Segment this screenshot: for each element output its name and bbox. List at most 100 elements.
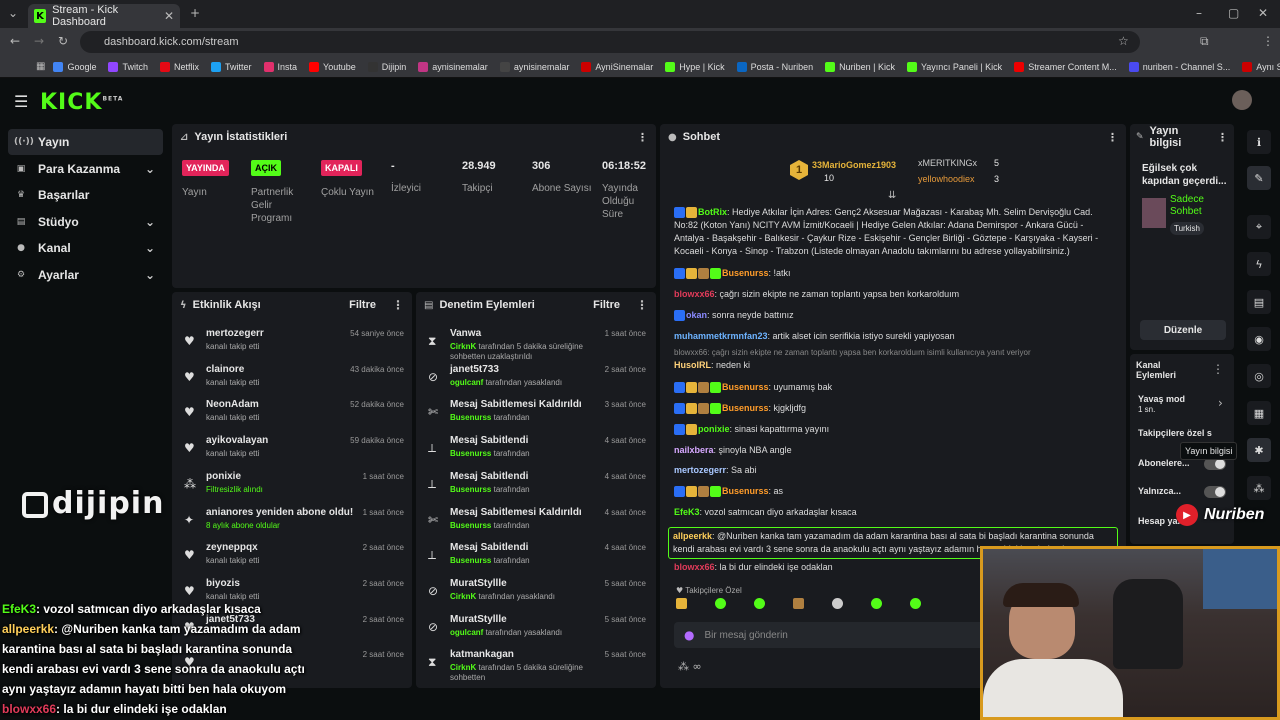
emote-5-icon[interactable] <box>832 598 843 609</box>
avatar[interactable] <box>1232 90 1252 110</box>
event-row[interactable]: ♥ 2 saat önce <box>180 647 410 683</box>
edit-rail-icon[interactable]: ✎ <box>1247 166 1271 190</box>
close-tab-icon[interactable]: ✕ <box>163 9 174 23</box>
bookmark-item[interactable]: Hype | Kick <box>665 61 725 72</box>
event-row[interactable]: ♥ janet5t733 2 saat önce <box>180 612 410 648</box>
emote-6-icon[interactable] <box>871 598 882 609</box>
chat-username[interactable]: mertozegerr <box>674 465 727 475</box>
top-gifter-1[interactable]: 33MarioGomez1903 <box>812 160 897 170</box>
category-link[interactable]: Sadece Sohbet <box>1170 194 1204 217</box>
sidebar-item-para-kazanma[interactable]: ▣ Para Kazanma ⌄ <box>8 156 163 182</box>
mod-actor[interactable]: CirknK <box>450 591 477 601</box>
top-gifter-3[interactable]: yellowhoodiex <box>918 174 975 184</box>
maximize-icon[interactable]: ▢ <box>1228 6 1240 20</box>
mod-menu-icon[interactable]: ⋮ <box>636 298 648 312</box>
event-row[interactable]: ♥ mertozegerr kanalı takip etti 54 saniye ö… <box>180 326 410 362</box>
chevron-down-icon[interactable]: ⌄ <box>144 241 155 256</box>
bookmark-item[interactable]: Netflix <box>160 61 199 72</box>
mod-actor[interactable]: Busenurss <box>450 484 492 494</box>
stats-menu-icon[interactable]: ⋮ <box>637 130 648 144</box>
emote-4-icon[interactable] <box>793 598 804 609</box>
chevron-down-icon[interactable]: ⌄ <box>144 268 155 282</box>
chat-username[interactable]: nailxbera <box>674 445 714 455</box>
hamburger-menu-icon[interactable]: ☰ <box>14 92 29 111</box>
mod-row[interactable]: ⟂ Mesaj Sabitlendi Busenurss tarafından 4 s… <box>424 433 652 469</box>
target-rail-icon[interactable]: ⌖ <box>1247 215 1271 239</box>
chat-menu-icon[interactable]: ⋮ <box>1107 130 1118 144</box>
mod-row[interactable]: ⟂ Mesaj Sabitlendi Busenurss tarafından 4 s… <box>424 469 652 505</box>
chat-username[interactable]: muhammetkrmnfan23 <box>674 331 768 341</box>
mod-actor[interactable]: CirknK <box>450 663 477 673</box>
bookmark-item[interactable]: aynisinemalar <box>499 61 569 72</box>
emote-1-icon[interactable] <box>676 598 687 609</box>
event-row[interactable]: ♥ biyozis kanalı takip etti 2 saat önce <box>180 576 410 612</box>
edit-button[interactable]: Düzenle <box>1140 320 1226 340</box>
mod-row[interactable]: ⊘ janet5t733 ogulcanf tarafından yasakland… <box>424 362 652 398</box>
sidebar-item-kanal[interactable]: ● Kanal ⌄ <box>8 235 163 261</box>
bookmark-item[interactable]: Nuriben | Kick <box>825 61 895 72</box>
chat-username[interactable]: Busenurss <box>722 486 769 496</box>
bookmark-item[interactable]: Streamer Content M... <box>1014 61 1117 72</box>
reload-icon[interactable]: ↻ <box>58 34 69 48</box>
bookmark-item[interactable]: Yayıncı Paneli | Kick <box>906 61 1002 72</box>
channel-menu-icon[interactable]: ⋮ <box>1212 362 1224 376</box>
chat-username[interactable]: Busenurss <box>722 382 769 392</box>
chat-input[interactable]: ● Bir mesaj gönderin <box>674 622 994 648</box>
forward-icon[interactable]: → <box>34 34 45 48</box>
emote-7-icon[interactable] <box>910 598 921 609</box>
info-menu-icon[interactable]: ⋮ <box>1217 130 1228 144</box>
mod-row[interactable]: ⧗ Vanwa CirknK tarafından 5 dakika süreliğ… <box>424 326 652 362</box>
bookmark-item[interactable]: Youtube <box>309 61 356 72</box>
new-tab-icon[interactable]: + <box>190 6 201 20</box>
bookmark-star-icon[interactable]: ☆ <box>1118 34 1129 48</box>
chat-username[interactable]: BotRix <box>698 207 727 217</box>
chat-username[interactable]: Busenurss <box>722 403 769 413</box>
apps-grid-icon[interactable]: ▦ <box>36 61 46 72</box>
chat-username[interactable]: blowxx66 <box>674 562 715 572</box>
event-row[interactable]: ♥ clainore kanalı takip etti 43 dakika önce <box>180 362 410 398</box>
slow-mode-chevron-icon[interactable]: › <box>1218 396 1223 410</box>
bookmark-item[interactable]: Twitch <box>108 61 148 72</box>
bookmark-item[interactable]: nuriben - Channel S... <box>1128 61 1230 72</box>
events-menu-icon[interactable]: ⋮ <box>392 298 404 312</box>
chevron-down-icon[interactable]: ⌄ <box>144 214 155 229</box>
doc-rail-icon[interactable]: ▤ <box>1247 290 1271 314</box>
url-input[interactable]: dashboard.kick.com/stream <box>80 31 1140 53</box>
browser-menu-icon[interactable]: ⋮ <box>1262 34 1274 48</box>
chat-username[interactable]: HusolRL <box>674 360 711 370</box>
extensions-icon[interactable]: ⧉ <box>1200 34 1209 48</box>
mod-row[interactable]: ⟂ Mesaj Sabitlendi Busenurss tarafından 4 s… <box>424 540 652 576</box>
chat-rail-icon[interactable]: ◉ <box>1247 327 1271 351</box>
chat-username[interactable]: EfeK3 <box>674 507 700 517</box>
sidebar-item-ayarlar[interactable]: ⚙ Ayarlar ⌄ <box>8 262 163 288</box>
only-toggle[interactable] <box>1204 486 1226 498</box>
event-row[interactable]: ♥ ayikovalayan kanalı takip etti 59 dakika … <box>180 433 410 469</box>
event-row[interactable]: ⁂ ponixie Filtresizlik alındı 1 saat önce <box>180 469 410 505</box>
mod-row[interactable]: ⧗ katmankagan CirknK tarafından 5 dakika s… <box>424 647 652 683</box>
back-icon[interactable]: ← <box>10 34 21 48</box>
chat-username[interactable]: Busenurss <box>722 268 769 278</box>
emote-2-icon[interactable] <box>715 598 726 609</box>
bookmark-item[interactable]: Posta - Nuriben <box>736 61 813 72</box>
subs-only-toggle[interactable] <box>1204 458 1226 470</box>
top-gifter-2[interactable]: xMERITKINGx <box>918 158 978 168</box>
layout-rail-icon[interactable]: ▦ <box>1247 401 1271 425</box>
bookmark-item[interactable]: Dijipin <box>367 61 406 72</box>
bookmark-item[interactable]: Insta <box>263 61 297 72</box>
info-rail-icon[interactable]: ℹ <box>1247 130 1271 154</box>
event-row[interactable]: ♥ zeyneppqx kanalı takip etti 2 saat önce <box>180 540 410 576</box>
mod-row[interactable]: ⊘ MuratStyllle CirknK tarafından yasakland… <box>424 576 652 612</box>
bookmark-item[interactable]: Aynı Sinemalar - Ça... <box>1242 61 1280 72</box>
minimize-icon[interactable]: – <box>1196 6 1202 20</box>
events-filter-button[interactable]: Filtre <box>349 299 376 311</box>
mod-actor[interactable]: Busenurss <box>450 449 492 459</box>
chat-username[interactable]: allpeerkk <box>673 531 713 541</box>
sidebar-item-yayın[interactable]: ((·)) Yayın <box>8 129 163 155</box>
mod-actor[interactable]: Busenurss <box>450 520 492 530</box>
bookmark-item[interactable]: Twitter <box>211 61 252 72</box>
emote-3-icon[interactable] <box>754 598 765 609</box>
kick-logo[interactable]: KICKBETA <box>40 90 123 115</box>
chat-username[interactable]: okan <box>686 310 708 320</box>
chat-username[interactable]: ponixie <box>698 424 730 434</box>
mod-actor[interactable]: ogulcanf <box>450 377 484 387</box>
